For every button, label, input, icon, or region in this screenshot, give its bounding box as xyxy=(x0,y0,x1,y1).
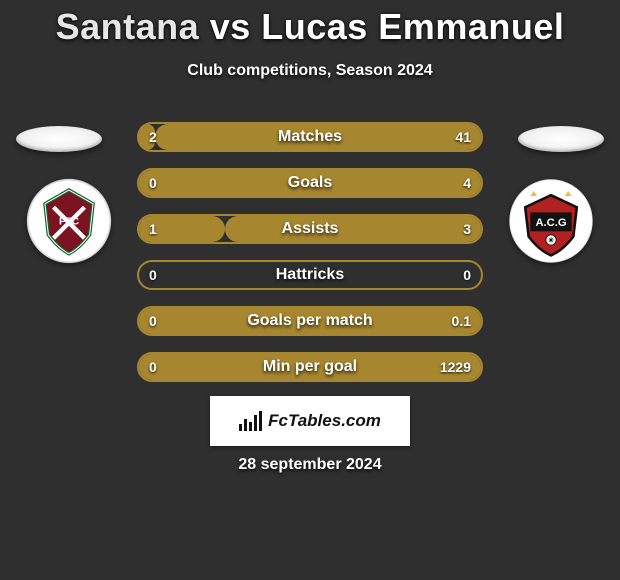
team-left-crest: FFC xyxy=(22,178,116,264)
stat-value-left: 2 xyxy=(149,129,157,145)
stat-value-left: 0 xyxy=(149,267,157,283)
stat-value-right: 41 xyxy=(455,129,471,145)
stat-value-right: 0.1 xyxy=(452,313,471,329)
player-left-marker xyxy=(16,126,102,152)
subtitle: Club competitions, Season 2024 xyxy=(0,62,620,80)
svg-text:FFC: FFC xyxy=(59,216,80,227)
stat-row: Hattricks00 xyxy=(137,260,483,290)
player-left-name: Santana xyxy=(56,6,200,47)
stat-row: Min per goal01229 xyxy=(137,352,483,382)
stat-fill-right xyxy=(139,170,481,196)
stat-fill-right xyxy=(139,308,481,334)
stat-value-right: 0 xyxy=(463,267,471,283)
stat-row: Goals per match00.1 xyxy=(137,306,483,336)
stat-value-left: 0 xyxy=(149,175,157,191)
brand-badge[interactable]: FcTables.com xyxy=(210,396,410,446)
vs-separator: vs xyxy=(210,6,251,47)
bar-chart-icon xyxy=(239,411,262,431)
stat-value-right: 4 xyxy=(463,175,471,191)
svg-text:A.C.G: A.C.G xyxy=(535,217,566,229)
comparison-title: Santana vs Lucas Emmanuel xyxy=(0,0,620,48)
snapshot-date: 28 september 2024 xyxy=(0,456,620,474)
stat-value-right: 3 xyxy=(463,221,471,237)
stat-rows: Matches241Goals04Assists13Hattricks00Goa… xyxy=(137,122,483,398)
player-right-marker xyxy=(518,126,604,152)
player-right-name: Lucas Emmanuel xyxy=(261,6,564,47)
team-right-crest: A.C.G xyxy=(504,178,598,264)
stat-track xyxy=(137,260,483,290)
stat-fill-right xyxy=(155,124,481,150)
stat-fill-right xyxy=(139,354,481,380)
stat-value-left: 0 xyxy=(149,359,157,375)
stat-value-left: 1 xyxy=(149,221,157,237)
stat-row: Matches241 xyxy=(137,122,483,152)
stat-value-left: 0 xyxy=(149,313,157,329)
stat-row: Assists13 xyxy=(137,214,483,244)
atletico-go-crest-icon: A.C.G xyxy=(504,178,598,264)
brand-name: FcTables.com xyxy=(268,411,381,431)
stat-value-right: 1229 xyxy=(440,359,471,375)
stat-row: Goals04 xyxy=(137,168,483,198)
stat-fill-right xyxy=(225,216,482,242)
fluminense-crest-icon: FFC xyxy=(22,178,116,264)
